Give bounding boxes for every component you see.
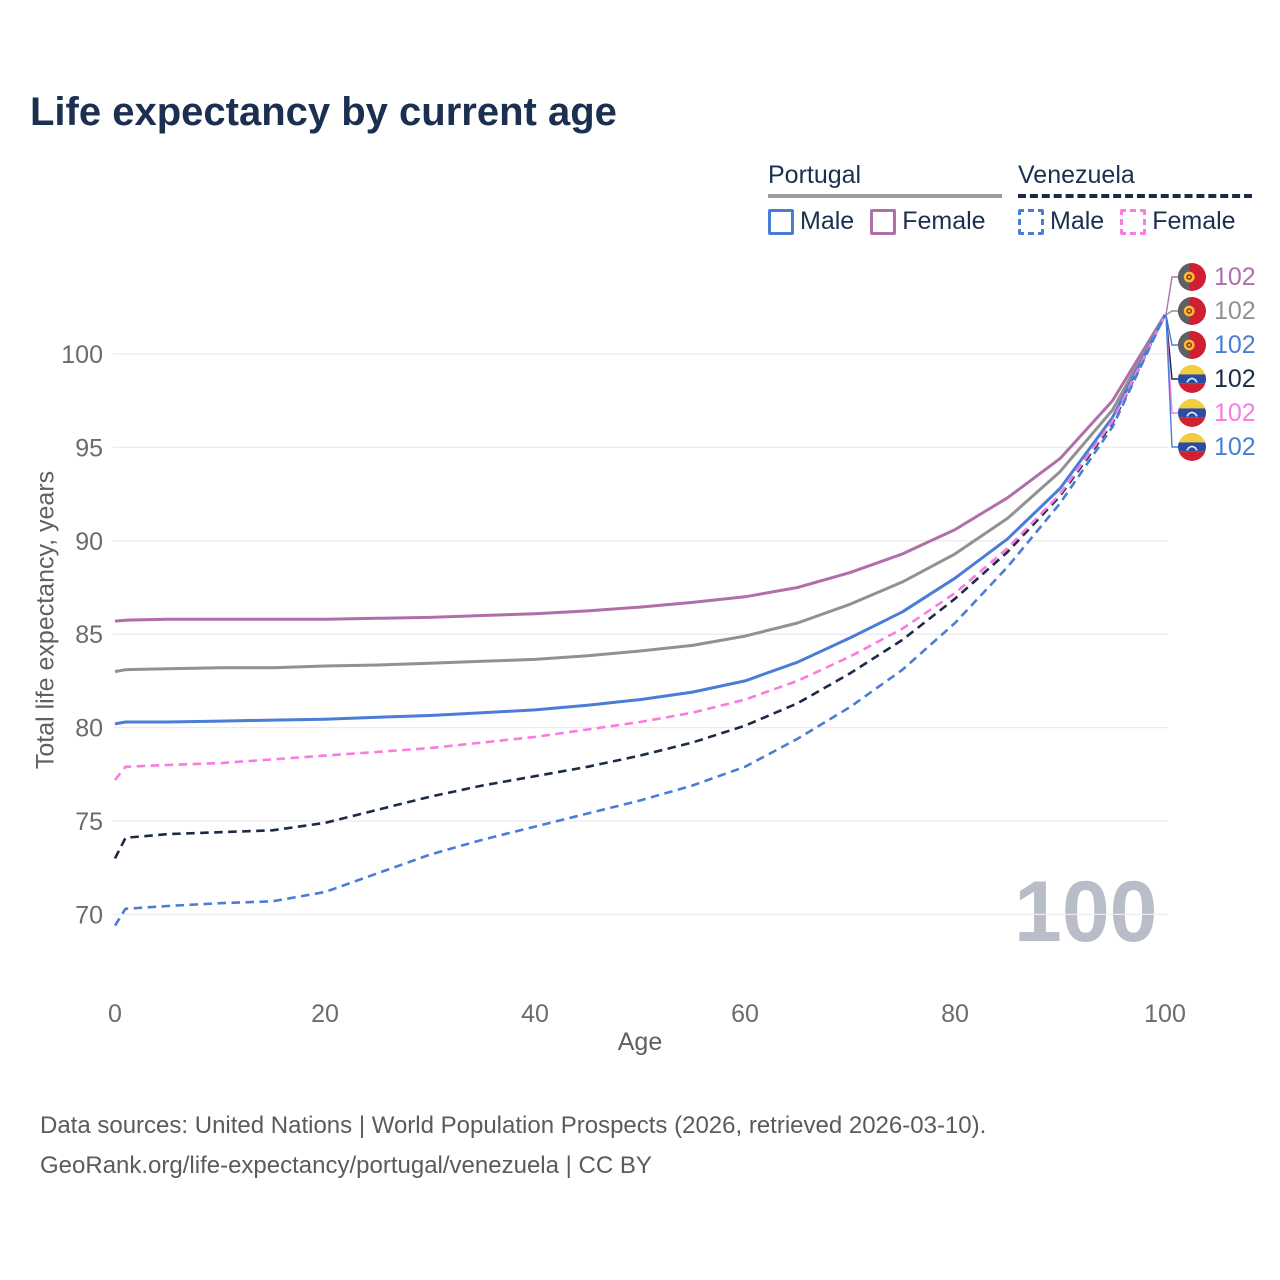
leader-line (1165, 276, 1178, 315)
portugal-solid-line-swatch-icon (768, 194, 1002, 198)
y-tick-label: 90 (75, 528, 103, 556)
legend-label-portugal-male[interactable]: Male (800, 207, 855, 235)
footer: Data sources: United Nations | World Pop… (40, 1106, 986, 1186)
x-tick-label: 0 (108, 1000, 122, 1028)
venezuela-flag-icon (1178, 365, 1206, 393)
leader-line (1165, 310, 1178, 316)
legend-label-portugal-female[interactable]: Female (902, 207, 986, 235)
venezuela-flag-icon (1178, 399, 1206, 427)
end-value-label: 102 (1214, 432, 1256, 461)
end-value-label: 102 (1214, 398, 1256, 427)
y-tick-label: 70 (75, 901, 103, 929)
y-tick-label: 85 (75, 621, 103, 649)
end-label-venezuela-female: 102 (1178, 396, 1256, 430)
legend-checkbox-portugal-female[interactable] (870, 208, 897, 235)
series-line-venezuela-both-sexes[interactable] (113, 314, 1167, 859)
series-line-portugal-female[interactable] (114, 314, 1167, 623)
legend-checkbox-venezuela-female[interactable] (1120, 208, 1147, 235)
leader-line (1165, 314, 1178, 346)
x-tick-label: 60 (731, 1000, 759, 1028)
venezuela-dashed-line-swatch-icon (1018, 194, 1252, 198)
legend-checkbox-venezuela-male[interactable] (1018, 208, 1044, 235)
x-tick-label: 80 (941, 1000, 969, 1028)
legend-label-venezuela-female[interactable]: Female (1152, 207, 1236, 235)
legend-group-portugal: Portugal Male Female (768, 161, 1002, 236)
x-tick-label: 20 (311, 1000, 339, 1028)
end-value-label: 102 (1214, 262, 1256, 291)
y-tick-label: 95 (75, 434, 103, 462)
hovered-age-watermark: 100 (1014, 864, 1158, 960)
legend-checkbox-portugal-male[interactable] (768, 208, 794, 235)
end-label-portugal-both-sexes: 102 (1178, 294, 1256, 328)
chart-plot-area[interactable]: 70 75 80 85 90 95 100 0 20 40 60 80 100 (0, 0, 1280, 1080)
series-line-venezuela-female[interactable] (113, 314, 1167, 781)
x-tick-label: 100 (1144, 1000, 1186, 1028)
portugal-flag-icon (1178, 297, 1206, 325)
x-axis-title: Age (617, 1028, 663, 1056)
y-tick-label: 100 (61, 341, 103, 369)
series-line-portugal-male[interactable] (114, 314, 1167, 726)
series-end-labels: 102 102 102 102 102 102 (1178, 260, 1256, 464)
legend-label-venezuela-male[interactable]: Male (1050, 207, 1105, 235)
portugal-flag-icon (1178, 263, 1206, 291)
portugal-flag-icon (1178, 331, 1206, 359)
legend-country-label: Venezuela (1018, 161, 1135, 189)
y-tick-label: 75 (75, 808, 103, 836)
leader-line (1165, 314, 1178, 448)
end-value-label: 102 (1214, 296, 1256, 325)
legend-country-portugal[interactable]: Portugal (768, 161, 1002, 198)
end-value-label: 102 (1214, 364, 1256, 393)
footer-data-sources: Data sources: United Nations | World Pop… (40, 1112, 987, 1139)
end-label-portugal-male: 102 (1178, 328, 1256, 362)
end-value-label: 102 (1214, 330, 1256, 359)
end-label-venezuela-male: 102 (1178, 430, 1256, 464)
legend-country-venezuela[interactable]: Venezuela (1018, 161, 1252, 198)
venezuela-flag-icon (1178, 433, 1206, 461)
y-axis-title: Total life expectancy, years (31, 470, 60, 770)
end-label-portugal-female: 102 (1178, 260, 1256, 294)
page-title: Life expectancy by current age (30, 90, 617, 134)
x-tick-label: 40 (521, 1000, 549, 1028)
footer-url[interactable]: GeoRank.org/life-expectancy/portugal/ven… (40, 1152, 652, 1179)
end-label-venezuela-both-sexes: 102 (1178, 362, 1256, 396)
legend-country-label: Portugal (768, 161, 862, 189)
series-line-venezuela-male[interactable] (113, 314, 1167, 927)
series-line-portugal-both-sexes[interactable] (114, 314, 1167, 674)
legend-group-venezuela: Venezuela Male Female (1018, 161, 1252, 236)
y-tick-label: 80 (75, 715, 103, 743)
